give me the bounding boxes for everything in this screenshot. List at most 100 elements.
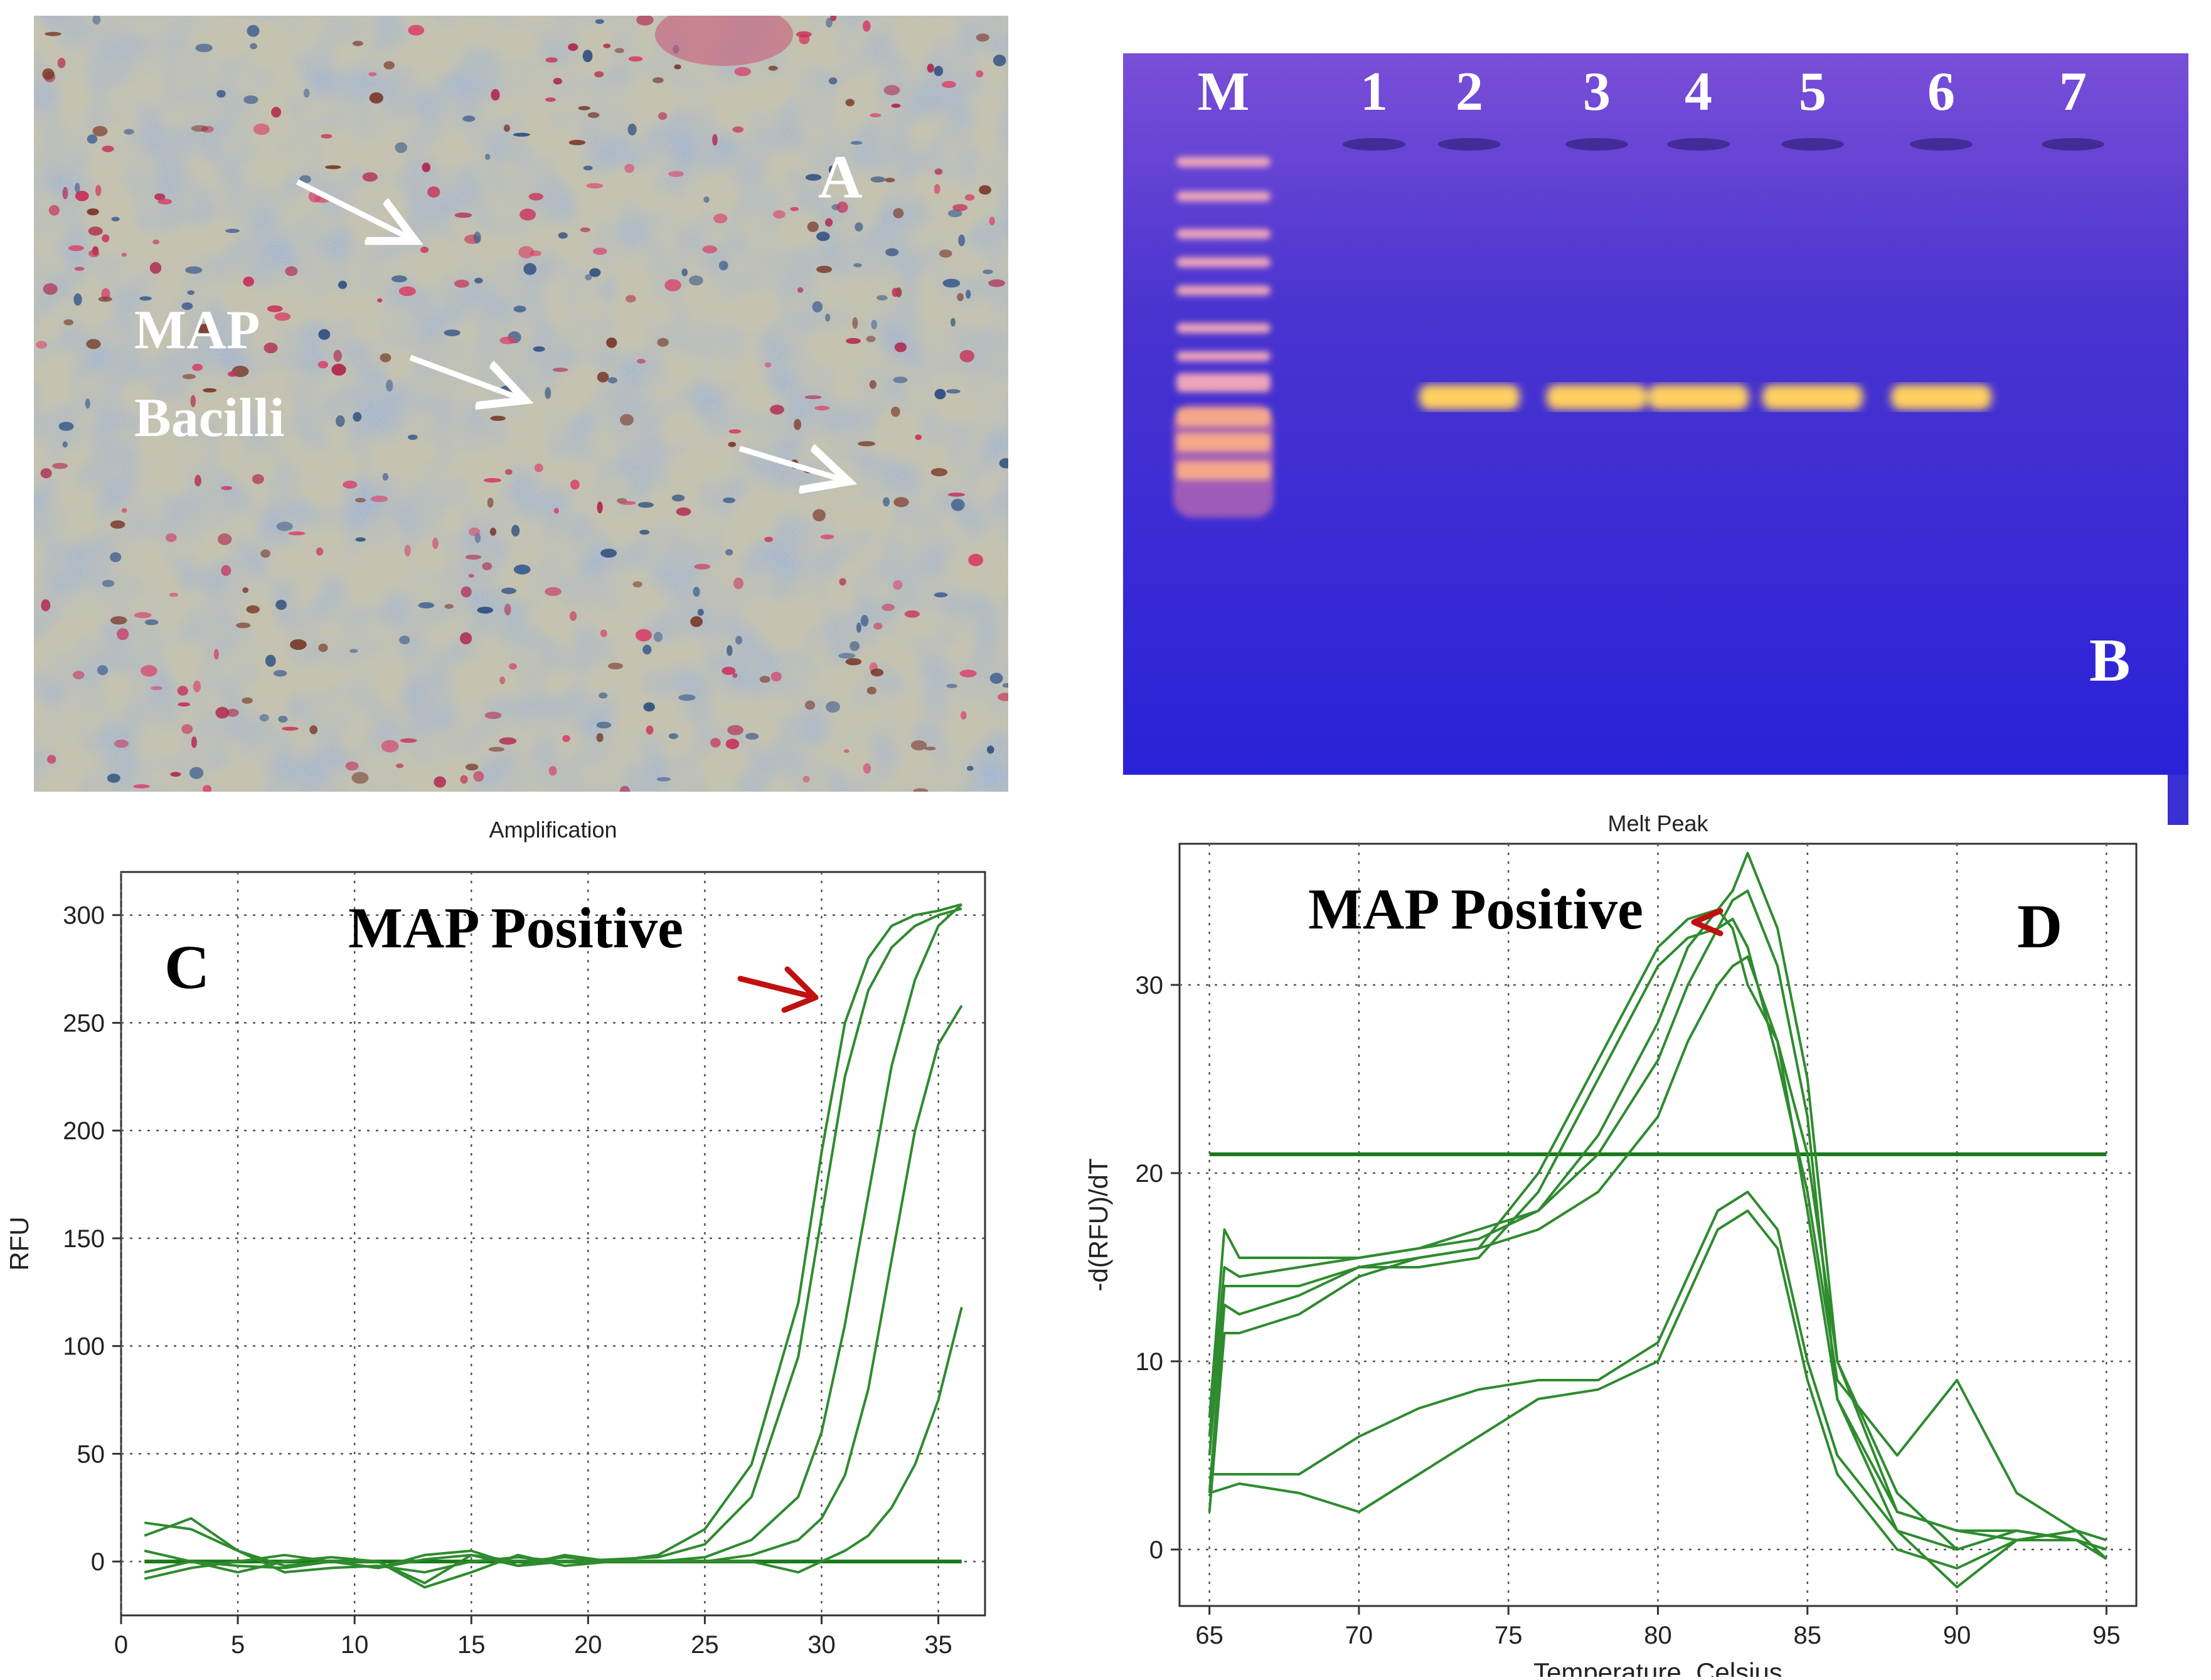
stain-speck [595,19,604,24]
stain-speck [151,686,163,691]
arrow-bacilli-1 [296,179,410,238]
stain-speck [689,275,703,286]
stain-speck [768,65,778,71]
stain-speck [694,563,711,570]
stain-speck [489,528,497,536]
stain-speck [408,24,425,36]
stain-speck [702,245,718,253]
x-tick-label: 80 [1644,1622,1672,1649]
series-line [1208,918,2107,1541]
stain-speck [259,714,269,722]
stain-speck [473,771,484,782]
stain-speck [41,599,51,612]
stain-speck [111,216,120,221]
stain-speck [509,663,517,670]
stain-speck [934,184,940,194]
stain-speck [102,234,110,243]
stain-speck [846,338,861,344]
stain-speck [355,537,366,542]
stain-speck [149,262,162,274]
stain-speck [603,43,611,48]
stained-cells [36,16,1008,792]
stain-speck [95,184,102,196]
stain-speck [727,645,733,656]
stain-speck [351,772,369,784]
stain-speck [863,763,871,774]
stain-speck [924,747,936,751]
stain-speck [668,171,684,178]
gel-wells [1343,138,2104,151]
stain-speck [820,534,834,540]
stain-speck [98,296,112,302]
stain-speck [181,302,193,310]
x-tick-label: 20 [574,1631,602,1659]
stain-speck [264,343,278,354]
stain-speck [42,68,55,80]
y-tick-label: 300 [63,902,105,930]
stain-speck [816,231,830,242]
arrow-bacilli-3 [738,449,843,480]
micrograph-image: A MAP Bacilli [34,16,1008,792]
stain-speck [890,407,900,417]
stain-speck [548,765,557,776]
stain-speck [562,735,570,742]
stain-speck [399,635,410,645]
x-tick-label: 15 [457,1631,486,1659]
stain-speck [637,359,646,364]
stain-speck [843,749,850,753]
pcr-band [1419,385,1520,410]
stain-speck [468,573,474,578]
stain-speck [951,317,956,327]
gel-edge-strip [2168,775,2188,825]
stain-speck [191,736,197,748]
stain-speck [657,338,669,347]
stain-speck [643,702,655,712]
stain-speck [828,166,834,174]
stain-speck [420,247,429,253]
stain-speck [190,395,196,407]
y-tick-label: 50 [77,1440,105,1468]
stain-speck [141,665,157,677]
stain-speck [336,415,345,427]
stain-speck [942,80,956,88]
stain-speck [734,66,752,77]
stain-speck [97,665,109,676]
lane-label: 1 [1360,61,1388,122]
stain-speck [243,276,255,287]
stain-speck [170,772,181,777]
stain-speck [607,377,617,384]
stain-speck [915,434,922,440]
stain-speck [501,587,516,594]
stain-speck [43,283,58,295]
stain-speck [533,346,545,352]
x-tick-label: 25 [691,1631,719,1659]
panel-label-b: B [2089,627,2130,694]
stain-speck [893,208,904,218]
stain-speck [499,336,516,344]
ladder-band [1176,257,1271,267]
stain-speck [154,193,166,201]
stain-speck [102,580,115,587]
stain-speck [893,376,908,383]
stain-speck [964,194,975,201]
map-annotation-line2: Bacilli [134,388,285,449]
stain-speck [181,724,193,734]
stain-speck [63,319,73,326]
stain-speck [382,473,389,481]
stain-speck [62,187,68,199]
stain-speck [491,89,500,101]
stain-speck [73,293,82,306]
stain-speck [75,191,89,201]
stain-speck [165,533,177,543]
stain-speck [794,418,801,430]
stain-speck [290,639,307,650]
stain-speck [639,529,650,535]
panel-c-amplification: Amplification 0 5 10 15 20 25 30 35 0 50 100 150 200 2… [0,809,1067,1677]
stain-speck [545,587,562,597]
panel-label: D [2017,891,2062,961]
stain-speck [182,374,196,380]
stain-speck [242,587,249,593]
x-tick-label: 70 [1345,1622,1373,1649]
stain-speck [725,549,733,556]
melt-peak-chart: Melt Peak 65 70 75 80 85 90 95 0 10 20 30 Temperatur… [1084,811,2138,1680]
